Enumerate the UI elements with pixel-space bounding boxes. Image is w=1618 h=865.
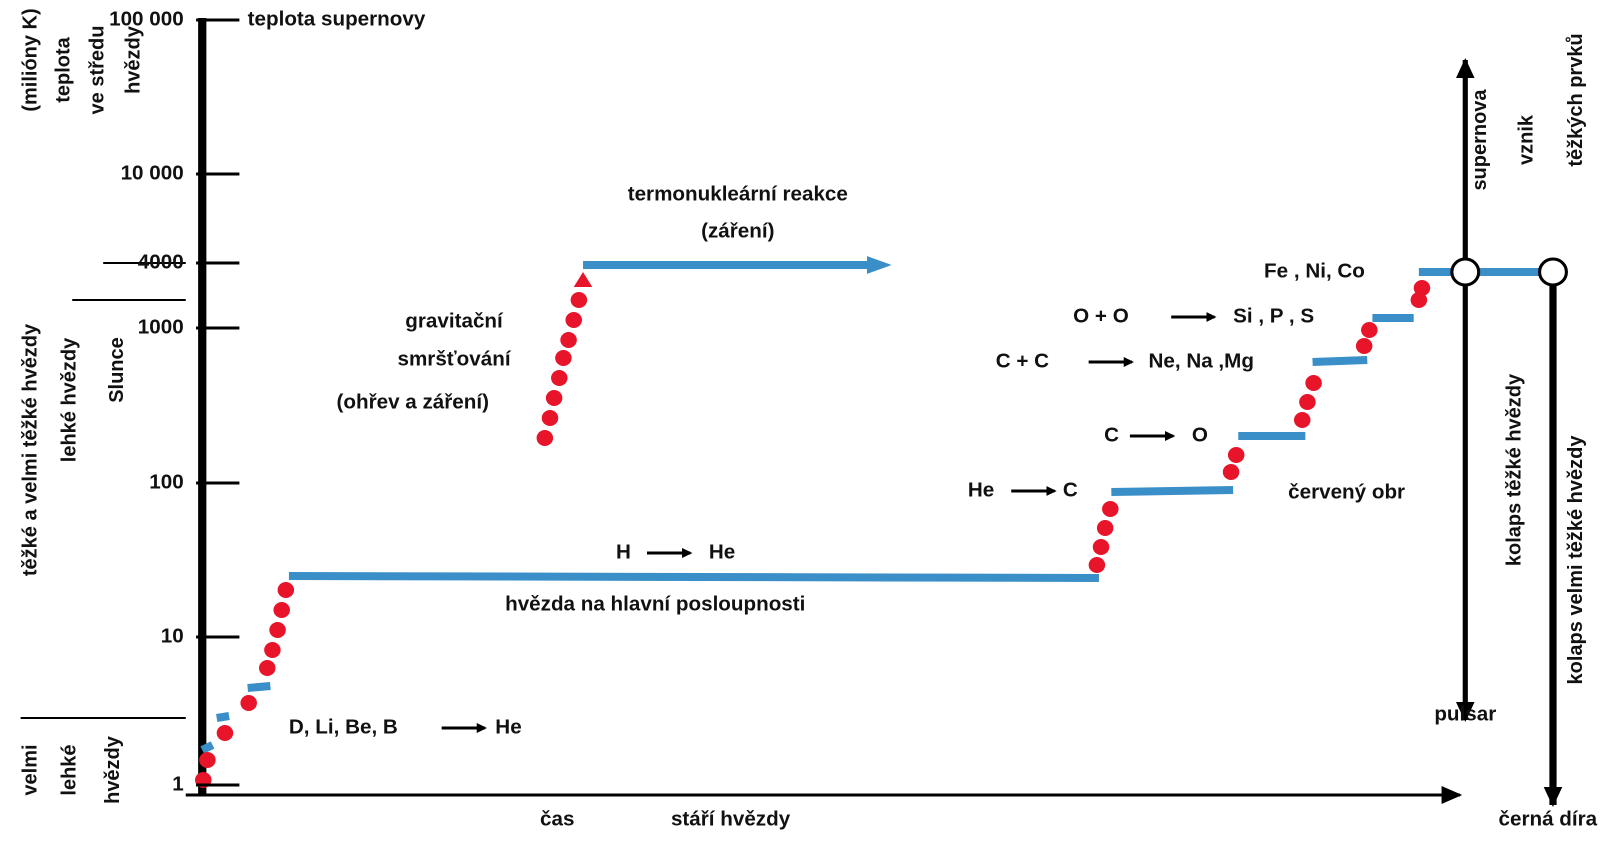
label: čas — [540, 809, 574, 831]
label: D, Li, Be, B — [289, 717, 398, 739]
label: O — [1192, 425, 1208, 447]
label: Slunce — [106, 337, 128, 403]
dot — [555, 350, 572, 366]
shapes — [20, 18, 1568, 807]
label: 10 — [161, 626, 184, 648]
dot — [565, 312, 582, 328]
label: C + C — [996, 351, 1050, 373]
dot — [269, 622, 286, 638]
label: (ohřev a záření) — [337, 392, 489, 414]
dot — [570, 292, 588, 308]
dot — [545, 390, 563, 406]
dot — [1361, 322, 1378, 338]
label: He — [495, 717, 521, 739]
label: (milióny K) — [19, 8, 41, 111]
label: smršťování — [397, 349, 511, 371]
label: 1000 — [138, 317, 184, 339]
label: lehké — [58, 744, 80, 795]
label: ve středu — [86, 26, 108, 115]
label: velmi — [19, 744, 41, 795]
dot — [551, 370, 568, 386]
node — [1538, 257, 1568, 287]
bands — [200, 256, 1548, 754]
label: těžké a velmi těžké hvězdy — [19, 323, 41, 576]
label: hvězdy — [122, 25, 144, 93]
label: kolaps těžké hvězdy — [1503, 373, 1525, 566]
dot — [273, 602, 290, 618]
dot — [1355, 338, 1373, 354]
label: hvězdy — [102, 735, 124, 803]
label: lehké hvězdy — [58, 337, 80, 462]
label: Ne, Na ,Mg — [1148, 351, 1253, 373]
label: He — [709, 542, 735, 564]
label: 10 000 — [121, 163, 184, 185]
dot — [1227, 447, 1245, 463]
label: vznik — [1515, 114, 1537, 165]
label: hvězda na hlavní posloupnosti — [505, 594, 805, 616]
label: teplota — [52, 37, 74, 103]
label: kolaps velmi těžké hvězdy — [1565, 435, 1587, 685]
dot — [1088, 557, 1106, 573]
label: Fe , Ni, Co — [1264, 261, 1365, 283]
label: gravitační — [405, 311, 504, 333]
dot — [240, 695, 257, 711]
dot — [199, 752, 216, 768]
dot — [264, 642, 281, 658]
label: 1 — [172, 774, 183, 796]
label: (záření) — [701, 221, 774, 243]
label: C — [1104, 425, 1119, 447]
label: H — [616, 542, 631, 564]
dot — [1222, 464, 1240, 480]
arrow-head — [573, 272, 593, 287]
label: 100 — [149, 472, 183, 494]
dot — [259, 660, 276, 676]
dot — [1410, 292, 1428, 308]
label: 100 000 — [109, 9, 184, 31]
dot — [1299, 394, 1316, 410]
label: teplota supernovy — [248, 9, 426, 31]
label: pulsar — [1434, 704, 1496, 726]
label: červený obr — [1288, 482, 1405, 504]
dot — [216, 725, 234, 741]
label: těžkých prvků — [1565, 33, 1587, 166]
dot — [1293, 412, 1311, 428]
dot — [536, 430, 554, 446]
label: 4000 — [138, 252, 184, 274]
label: He — [968, 480, 994, 502]
dot — [1413, 280, 1431, 296]
label: termonukleární reakce — [628, 184, 848, 206]
label: C — [1063, 480, 1078, 502]
dot — [1092, 539, 1110, 555]
label: černá díra — [1499, 809, 1598, 831]
label: supernova — [1469, 89, 1491, 191]
dot — [560, 332, 577, 348]
dot — [1305, 375, 1322, 391]
label: Si , P , S — [1233, 306, 1314, 328]
dot — [541, 410, 559, 426]
dot — [1096, 520, 1114, 536]
dot — [1102, 501, 1119, 517]
label: O + O — [1073, 306, 1129, 328]
label: stáří hvězdy — [671, 809, 791, 831]
dot — [277, 582, 295, 598]
node — [1450, 257, 1481, 287]
